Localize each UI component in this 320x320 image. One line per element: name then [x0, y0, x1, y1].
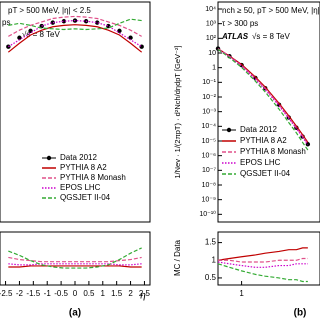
panel-label: (a): [69, 308, 81, 319]
x-tick-label: 2.5: [139, 289, 151, 298]
x-tick-label: -2: [16, 289, 24, 298]
y-tick-label: 10⁻²: [202, 94, 216, 101]
x-tick-label: 1.5: [111, 289, 123, 298]
ratio-y-tick-label: 0.5: [205, 273, 217, 282]
x-tick-label: 1: [101, 289, 106, 298]
y-tick-label: 10⁻³: [202, 109, 216, 116]
annotation: ATLAS: [221, 32, 249, 41]
y-tick-label: 10⁻⁶: [202, 153, 216, 160]
x-tick-label: -2.5: [0, 289, 13, 298]
data-point: [61, 19, 67, 24]
series-line: [217, 48, 309, 151]
ratio-line: [8, 263, 142, 266]
y-tick-label: 10⁻⁴: [202, 123, 217, 130]
legend-label: Data 2012: [60, 153, 97, 162]
ratio-line: [8, 247, 142, 269]
x-tick-label: -0.5: [54, 289, 68, 298]
legend-label: QGSJET II-04: [240, 169, 291, 178]
annotation: √s = 8 TeV: [22, 30, 60, 39]
main-frame: [0, 1, 151, 223]
y-tick-label: 10⁻¹: [202, 79, 216, 86]
x-tick-label: 0: [73, 289, 78, 298]
y-tick-label: 10⁻¹⁰: [199, 210, 216, 218]
ratio-line: [217, 263, 308, 283]
data-point: [17, 35, 22, 40]
series-line: [7, 24, 143, 53]
legend-label: PYTHIA 8 A2: [240, 136, 287, 145]
y-tick-label: 10³: [206, 21, 217, 28]
series-line: [8, 19, 142, 48]
ratio-line: [217, 261, 308, 268]
ratio-y-tick-label: 1: [212, 255, 217, 264]
y-axis-label: 1/Nev · 1/(2πpT) · d²Nch/dηdpT [GeV⁻²]: [173, 45, 182, 178]
x-axis-label: η: [140, 291, 146, 302]
y-tick-label: 10⁴: [205, 6, 216, 13]
x-tick-label: 2: [128, 289, 133, 298]
annotation: nch ≥ 50, pT > 500 MeV, |η| < 2.5: [222, 6, 320, 15]
y-tick-label: 10: [208, 50, 216, 57]
annotation: τ > 300 ps: [222, 19, 258, 28]
legend-label: PYTHIA 8 Monash: [240, 147, 306, 156]
y-tick-label: 10⁻⁵: [202, 138, 216, 145]
series-line: [8, 18, 142, 31]
legend-label: PYTHIA 8 Monash: [60, 173, 126, 182]
ratio-frame: [0, 231, 151, 286]
panel-label: (b): [294, 308, 307, 319]
y-tick-label: 1: [212, 65, 216, 72]
ratio-y-axis-label: MC / Data: [173, 239, 182, 276]
y-tick-label: 10⁻⁷: [202, 167, 216, 174]
x-tick-label: -1.5: [26, 289, 40, 298]
y-tick-label: 10²: [206, 35, 217, 42]
ratio-line: [217, 247, 308, 261]
ratio-y-tick-label: 1.5: [205, 238, 217, 247]
data-point: [95, 20, 100, 25]
ratio-line: [8, 265, 142, 268]
legend-marker: [46, 155, 52, 161]
ratio-line: [218, 257, 308, 263]
x-tick-label: -1: [44, 289, 52, 298]
y-tick-label: 10⁻⁸: [202, 182, 216, 189]
legend-label: PYTHIA 8 A2: [60, 163, 107, 172]
annotation: √s = 8 TeV: [252, 32, 290, 41]
legend-label: Data 2012: [240, 125, 277, 134]
annotation: ps: [2, 18, 10, 27]
legend-label: EPOS LHC: [240, 158, 281, 167]
data-point: [117, 28, 122, 34]
series-line: [8, 15, 142, 37]
data-point: [50, 20, 55, 25]
data-point: [128, 35, 133, 40]
legend-marker: [226, 127, 232, 133]
annotation: pT > 500 MeV, |η| < 2.5: [8, 6, 91, 15]
y-tick-label: 10⁻⁹: [202, 197, 216, 204]
x-tick-label: 0.5: [83, 289, 95, 298]
legend-label: QGSJET II-04: [60, 193, 111, 202]
series-line: [217, 48, 309, 146]
legend-label: EPOS LHC: [60, 183, 101, 192]
ratio-frame: [217, 231, 320, 286]
ratio-line: [8, 256, 142, 263]
x-tick-label: 1: [239, 289, 244, 298]
